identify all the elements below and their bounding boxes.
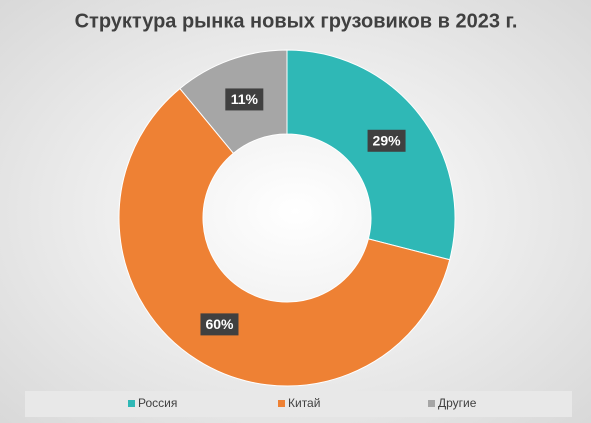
data-label-box xyxy=(200,313,239,336)
legend-label: Китай xyxy=(288,396,320,410)
legend-label: Другие xyxy=(438,396,477,410)
chart-title: Структура рынка новых грузовиков в 2023 … xyxy=(75,10,518,32)
slice xyxy=(286,49,456,261)
data-label: 11% xyxy=(231,91,259,107)
legend-box xyxy=(25,391,572,417)
slice xyxy=(118,87,451,387)
legend-marker xyxy=(278,400,285,407)
data-label: 29% xyxy=(373,132,402,148)
data-label-box xyxy=(367,129,406,152)
data-label-box xyxy=(225,88,264,111)
data-label: 60% xyxy=(205,316,234,332)
legend-label: Россия xyxy=(138,396,177,410)
legend-marker xyxy=(128,400,135,407)
legend-marker xyxy=(428,400,435,407)
